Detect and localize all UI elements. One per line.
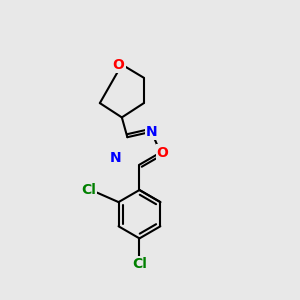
Text: O: O — [112, 58, 124, 72]
Text: O: O — [157, 146, 169, 160]
Text: N: N — [110, 151, 121, 165]
Text: Cl: Cl — [132, 257, 147, 271]
Text: Cl: Cl — [81, 183, 96, 197]
Text: N: N — [146, 125, 158, 139]
